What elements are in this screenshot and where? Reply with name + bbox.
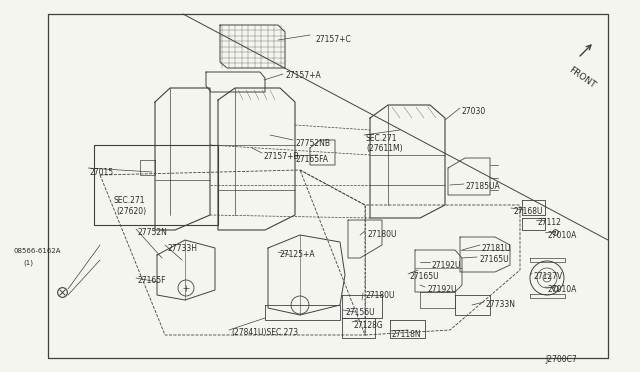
Text: 27752N: 27752N (138, 228, 168, 237)
Text: 27157+A: 27157+A (285, 71, 321, 80)
Text: 27165F: 27165F (138, 276, 166, 285)
Text: 27010A: 27010A (547, 231, 577, 240)
Text: 27165FA: 27165FA (296, 155, 329, 164)
Text: 27156U: 27156U (345, 308, 374, 317)
Text: (1): (1) (23, 259, 33, 266)
Text: 27733H: 27733H (167, 244, 197, 253)
Text: 27157+C: 27157+C (316, 35, 352, 44)
Text: 27165U: 27165U (410, 272, 440, 281)
Text: FRONT: FRONT (567, 65, 597, 90)
Text: 08566-6162A: 08566-6162A (14, 248, 61, 254)
Text: 27128G: 27128G (354, 321, 384, 330)
Text: SEC.271: SEC.271 (113, 196, 145, 205)
Text: 27192U: 27192U (432, 261, 461, 270)
Text: 27752NB: 27752NB (295, 139, 330, 148)
Text: (27611M): (27611M) (366, 144, 403, 153)
Text: 27118N: 27118N (392, 330, 422, 339)
Text: 27180U: 27180U (365, 291, 394, 300)
Text: 27127V: 27127V (534, 272, 563, 281)
Text: (27841U)SEC.273: (27841U)SEC.273 (231, 328, 298, 337)
Text: 27010A: 27010A (547, 285, 577, 294)
Text: 27112: 27112 (538, 218, 562, 227)
Text: J2700C7: J2700C7 (545, 355, 577, 364)
Text: 27030: 27030 (462, 107, 486, 116)
Text: 27185UA: 27185UA (466, 182, 500, 191)
Text: 27165U: 27165U (479, 255, 509, 264)
Text: 27180U: 27180U (367, 230, 397, 239)
Text: (27620): (27620) (116, 207, 146, 216)
Text: 27168U: 27168U (513, 207, 543, 216)
Text: SEC.271: SEC.271 (366, 134, 397, 143)
Text: 27733N: 27733N (486, 300, 516, 309)
Text: 27157+B: 27157+B (264, 152, 300, 161)
Text: 27181U: 27181U (482, 244, 511, 253)
Text: 27192U: 27192U (427, 285, 456, 294)
Text: 27125+A: 27125+A (280, 250, 316, 259)
Text: 27015: 27015 (90, 168, 114, 177)
